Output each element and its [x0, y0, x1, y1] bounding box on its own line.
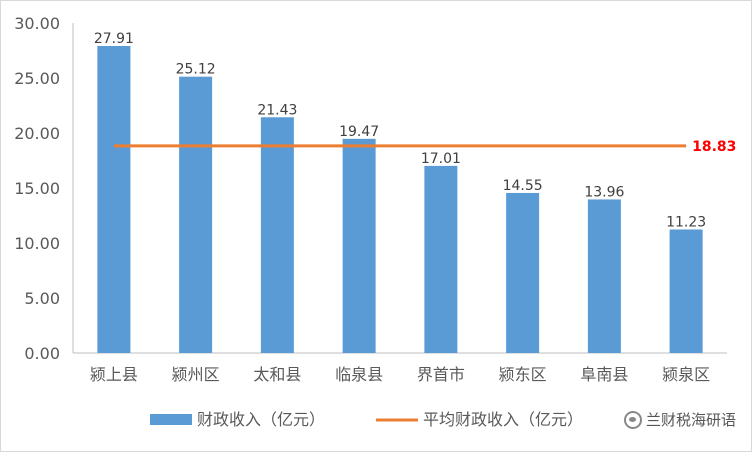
bar: [587, 199, 621, 353]
bar: [97, 45, 131, 354]
average-line-label: 18.83: [692, 139, 736, 155]
bar: [424, 165, 458, 353]
bar-value-label: 17.01: [421, 151, 461, 167]
x-tick-label: 阜南县: [580, 365, 628, 384]
bar: [669, 229, 703, 353]
bar-value-label: 19.47: [339, 124, 379, 140]
y-tick-label: 10.00: [14, 234, 60, 253]
y-tick-label: 15.00: [14, 179, 60, 198]
x-tick-label: 界首市: [417, 365, 465, 384]
x-tick-label: 颍上县: [90, 365, 138, 384]
y-tick-label: 20.00: [14, 124, 60, 143]
bar: [260, 117, 294, 354]
legend-swatch-bars: [150, 414, 192, 425]
x-tick-label: 临泉县: [335, 365, 383, 384]
x-tick-label: 颍泉区: [662, 365, 710, 384]
bar-value-label: 14.55: [503, 178, 543, 194]
bar: [342, 138, 376, 353]
bar-value-label: 11.23: [666, 214, 706, 230]
legend-label-average: 平均财政收入（亿元）: [423, 410, 583, 429]
bar-value-label: 27.91: [94, 31, 134, 47]
y-tick-label: 25.00: [14, 69, 60, 88]
bar-value-label: 13.96: [584, 184, 624, 200]
bar: [506, 192, 540, 353]
bar-value-label: 25.12: [176, 62, 216, 78]
y-tick-label: 0.00: [24, 344, 60, 363]
y-tick-label: 30.00: [14, 14, 60, 33]
x-tick-label: 太和县: [253, 365, 301, 384]
y-tick-label: 5.00: [24, 289, 60, 308]
legend-label-bars: 财政收入（亿元）: [197, 410, 325, 429]
watermark: 兰财税海研语: [623, 409, 736, 430]
watermark-text: 兰财税海研语: [645, 411, 736, 429]
x-tick-label: 颍东区: [499, 365, 547, 384]
x-tick-label: 颍州区: [172, 365, 220, 384]
bar: [179, 76, 213, 354]
bar-value-label: 21.43: [257, 102, 297, 118]
wechat-icon: [623, 410, 642, 429]
